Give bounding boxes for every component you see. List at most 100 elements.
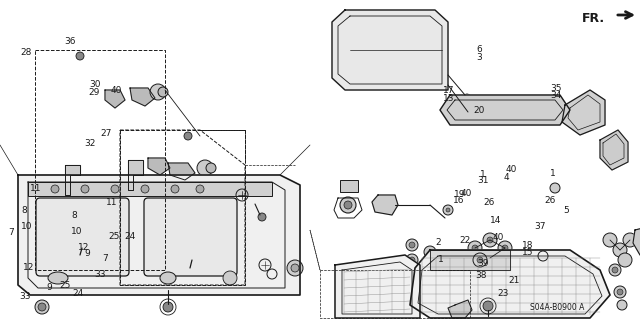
Text: 10: 10 (22, 222, 33, 231)
Text: 25: 25 (60, 281, 70, 290)
Polygon shape (410, 250, 610, 318)
Text: 40: 40 (460, 189, 472, 198)
Circle shape (409, 257, 415, 263)
Text: S04A-B0900 A: S04A-B0900 A (530, 303, 584, 313)
Circle shape (614, 286, 626, 298)
Circle shape (617, 289, 623, 295)
Polygon shape (130, 88, 155, 106)
Text: 39: 39 (477, 259, 488, 268)
Polygon shape (168, 163, 195, 180)
Circle shape (477, 257, 483, 263)
Circle shape (617, 300, 627, 310)
Text: 25: 25 (109, 232, 120, 241)
Text: 26: 26 (483, 198, 495, 207)
Bar (28, 182, 272, 196)
Circle shape (443, 205, 453, 215)
Circle shape (487, 255, 493, 261)
Circle shape (487, 237, 493, 243)
Circle shape (141, 185, 149, 193)
Text: 24: 24 (125, 232, 136, 241)
Polygon shape (332, 10, 448, 90)
Circle shape (465, 111, 473, 119)
Circle shape (468, 241, 482, 255)
Circle shape (424, 246, 436, 258)
Text: 21: 21 (509, 276, 520, 285)
Circle shape (463, 94, 471, 102)
Circle shape (502, 245, 508, 251)
Circle shape (458, 271, 466, 279)
Circle shape (35, 300, 49, 314)
Circle shape (78, 241, 86, 249)
Circle shape (188, 253, 196, 261)
Circle shape (498, 241, 512, 255)
FancyBboxPatch shape (125, 192, 211, 215)
Text: 30: 30 (89, 80, 100, 89)
Circle shape (340, 197, 356, 213)
Text: 18: 18 (522, 241, 533, 250)
Polygon shape (440, 95, 570, 125)
Text: 11: 11 (31, 184, 42, 193)
Text: 31: 31 (477, 176, 488, 185)
Text: 1: 1 (438, 256, 444, 264)
Text: FR.: FR. (582, 11, 605, 25)
Circle shape (446, 208, 450, 212)
Polygon shape (372, 195, 398, 215)
FancyBboxPatch shape (36, 198, 129, 276)
Circle shape (51, 185, 59, 193)
Polygon shape (430, 250, 510, 270)
Circle shape (258, 213, 266, 221)
Circle shape (111, 185, 119, 193)
Circle shape (612, 267, 618, 273)
Polygon shape (65, 165, 80, 195)
Circle shape (150, 84, 166, 100)
Polygon shape (105, 90, 125, 108)
Text: 20: 20 (474, 106, 485, 115)
Circle shape (550, 183, 560, 193)
Text: 22: 22 (460, 236, 470, 245)
Circle shape (291, 264, 299, 272)
FancyBboxPatch shape (125, 222, 211, 245)
Text: 36: 36 (64, 37, 76, 46)
Text: 16: 16 (453, 197, 464, 205)
Text: 40: 40 (110, 86, 122, 95)
Text: 27: 27 (101, 130, 112, 138)
Ellipse shape (48, 272, 68, 284)
Circle shape (623, 233, 637, 247)
Text: 1: 1 (550, 169, 556, 178)
Circle shape (197, 160, 213, 176)
Text: 24: 24 (72, 289, 83, 298)
Circle shape (472, 245, 478, 251)
Text: 8: 8 (71, 211, 77, 220)
Circle shape (196, 185, 204, 193)
Text: 33: 33 (95, 270, 106, 279)
Polygon shape (633, 225, 640, 255)
Text: 8: 8 (22, 206, 28, 215)
Text: 19: 19 (454, 190, 465, 199)
Text: 9: 9 (85, 249, 90, 258)
Bar (340, 180, 358, 192)
Circle shape (76, 52, 84, 60)
Circle shape (483, 251, 497, 265)
Text: 9: 9 (46, 283, 52, 292)
Circle shape (38, 303, 46, 311)
Text: 11: 11 (106, 198, 117, 207)
Text: 17: 17 (443, 86, 454, 95)
Text: 6: 6 (476, 45, 482, 54)
Text: 12: 12 (79, 243, 90, 252)
Text: 40: 40 (506, 165, 517, 174)
Circle shape (184, 132, 192, 140)
Circle shape (483, 301, 493, 311)
Circle shape (409, 242, 415, 248)
Polygon shape (148, 158, 170, 175)
Circle shape (81, 185, 89, 193)
Text: 28: 28 (20, 48, 32, 57)
Text: 3: 3 (476, 53, 482, 62)
Polygon shape (335, 255, 420, 318)
Circle shape (287, 260, 303, 276)
Circle shape (618, 253, 632, 267)
Ellipse shape (160, 272, 176, 284)
Text: 38: 38 (475, 271, 486, 280)
Text: 4: 4 (504, 173, 509, 182)
Circle shape (483, 233, 497, 247)
Text: 15: 15 (522, 248, 533, 256)
